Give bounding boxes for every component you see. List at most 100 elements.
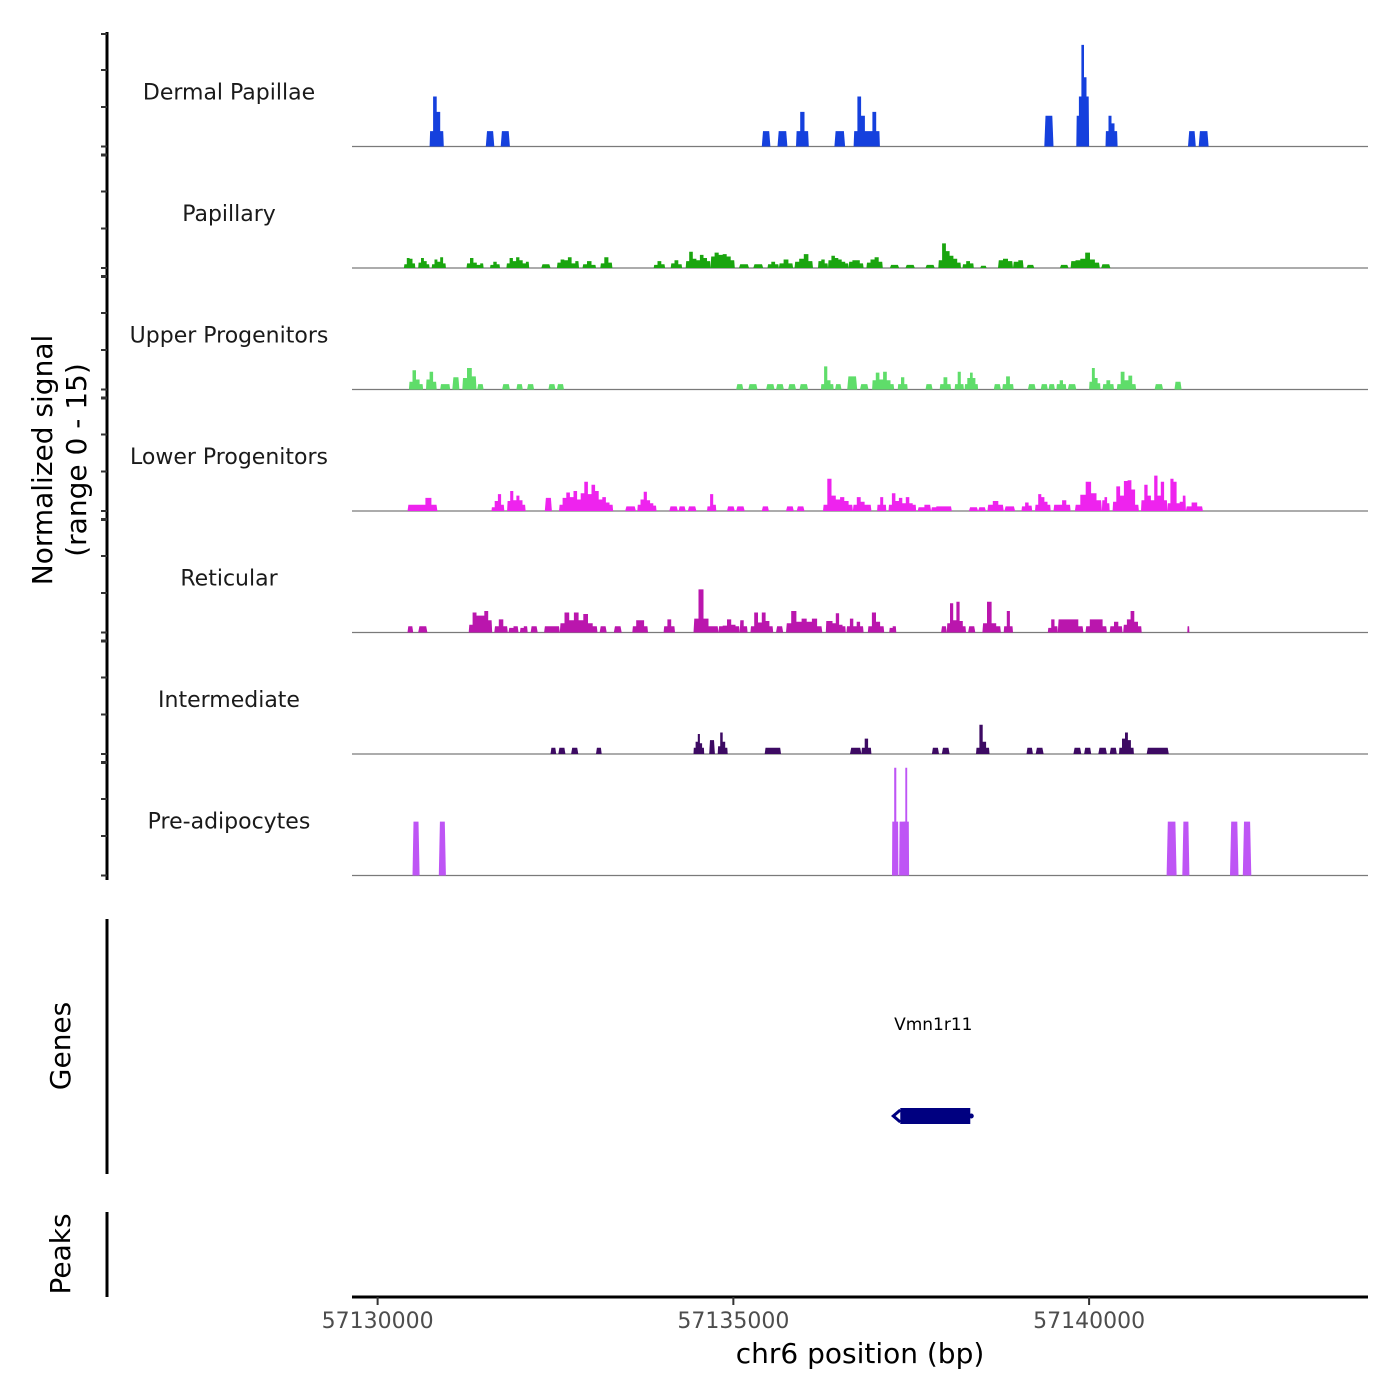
signal-peak bbox=[748, 384, 758, 390]
signal-peak bbox=[946, 601, 966, 633]
signal-peak bbox=[796, 506, 805, 511]
signal-peak bbox=[516, 384, 523, 390]
signal-peak bbox=[693, 589, 719, 633]
signal-peak bbox=[1166, 821, 1177, 876]
signal-peak bbox=[1101, 264, 1111, 268]
signal-peak bbox=[872, 371, 895, 390]
signal-peak bbox=[776, 626, 784, 633]
signal-peak bbox=[905, 264, 915, 268]
signal-peak bbox=[559, 612, 598, 633]
signal-peak bbox=[1089, 368, 1101, 390]
signal-peak bbox=[794, 254, 813, 268]
signal-peak bbox=[429, 96, 444, 147]
signal-peak bbox=[1067, 384, 1077, 390]
signal-peak bbox=[548, 384, 556, 390]
signal-peak bbox=[931, 506, 952, 511]
signal-peak bbox=[687, 506, 697, 511]
signal-peak bbox=[962, 261, 974, 268]
signal-peak bbox=[693, 734, 705, 754]
signal-peak bbox=[558, 747, 566, 754]
y-axis-title: Normalized signal (range 0 - 15) bbox=[26, 335, 93, 586]
signal-peak bbox=[519, 626, 528, 633]
signal-peak bbox=[1109, 621, 1123, 633]
x-tick-label: 57135000 bbox=[677, 1309, 789, 1334]
signal-peak bbox=[544, 626, 560, 633]
peaks-track-title: Peaks bbox=[44, 1213, 77, 1294]
signal-peak bbox=[502, 384, 510, 390]
signal-peak bbox=[861, 738, 872, 754]
signal-peak bbox=[954, 371, 964, 390]
signal-peak bbox=[1073, 747, 1082, 754]
signal-peak bbox=[1076, 44, 1090, 147]
signal-peak bbox=[508, 626, 519, 633]
signal-peak bbox=[888, 493, 917, 511]
signal-peak bbox=[403, 258, 416, 268]
signal-peak bbox=[1154, 384, 1164, 390]
track-label: Intermediate bbox=[158, 688, 300, 713]
signal-peak bbox=[490, 261, 500, 268]
signal-peak bbox=[1002, 376, 1014, 390]
signal-peak bbox=[426, 371, 437, 390]
signal-peak bbox=[1105, 115, 1118, 147]
signal-peak bbox=[556, 384, 564, 390]
signal-peak bbox=[1004, 506, 1016, 511]
gene-body bbox=[900, 1108, 971, 1124]
signal-peak bbox=[678, 506, 686, 511]
signal-peak bbox=[530, 626, 538, 633]
x-tick-label: 57130000 bbox=[322, 1309, 434, 1334]
signal-peak bbox=[1040, 384, 1048, 390]
signal-peak bbox=[767, 261, 779, 268]
signal-peak bbox=[653, 261, 666, 268]
signal-peak bbox=[582, 261, 596, 268]
signal-peak bbox=[736, 384, 744, 390]
track-label: Papillary bbox=[182, 202, 276, 227]
signal-peak bbox=[777, 131, 788, 147]
signal-peak bbox=[550, 747, 557, 754]
signal-peak bbox=[850, 747, 862, 754]
signal-peak bbox=[847, 376, 858, 390]
track-labels: Dermal Papillae Papillary Upper Progenitor… bbox=[130, 81, 329, 835]
signal-peak bbox=[889, 626, 897, 633]
signal-peak bbox=[852, 497, 869, 511]
signal-peak bbox=[941, 747, 950, 754]
signal-peak bbox=[541, 264, 551, 268]
y-axis-title-line1: Normalized signal bbox=[26, 335, 59, 586]
signal-peak bbox=[778, 259, 794, 268]
genes-track-title: Genes bbox=[44, 1002, 77, 1090]
signal-peak bbox=[788, 384, 796, 390]
signal-peak bbox=[1098, 747, 1107, 754]
signal-peak bbox=[407, 626, 414, 633]
signal-peak bbox=[982, 601, 1001, 633]
signal-peak bbox=[931, 747, 939, 754]
signal-peak bbox=[717, 732, 728, 754]
signal-peak bbox=[599, 626, 607, 633]
signal-peak bbox=[1013, 260, 1024, 268]
signal-peak bbox=[835, 384, 842, 390]
signal-peak bbox=[1047, 619, 1058, 633]
signal-peak bbox=[500, 131, 510, 147]
signal-peak bbox=[1026, 747, 1033, 754]
signal-peak bbox=[1003, 611, 1013, 633]
signal-peak bbox=[663, 619, 675, 633]
signal-peak bbox=[776, 384, 784, 390]
signal-y-axis-ticks bbox=[101, 33, 107, 877]
signal-peak bbox=[596, 747, 602, 754]
signal-peak bbox=[753, 264, 764, 268]
signal-peak bbox=[1056, 380, 1067, 390]
signal-peak bbox=[1182, 821, 1190, 876]
signal-peak bbox=[1123, 611, 1142, 633]
signal-peak bbox=[939, 377, 952, 390]
track-label: Dermal Papillae bbox=[143, 81, 315, 106]
signal-peak bbox=[1035, 494, 1051, 511]
signal-peak bbox=[834, 131, 846, 147]
signal-peak bbox=[506, 257, 530, 268]
signal-peak bbox=[938, 243, 961, 268]
x-tick-label: 57140000 bbox=[1033, 1309, 1145, 1334]
signal-peak bbox=[1242, 821, 1252, 876]
signal-peak bbox=[866, 257, 883, 268]
signal-peak bbox=[468, 611, 493, 633]
signal-peak bbox=[1084, 747, 1092, 754]
signal-peak bbox=[559, 481, 614, 511]
signal-peak bbox=[1026, 264, 1035, 268]
signal-peak bbox=[1230, 821, 1239, 876]
